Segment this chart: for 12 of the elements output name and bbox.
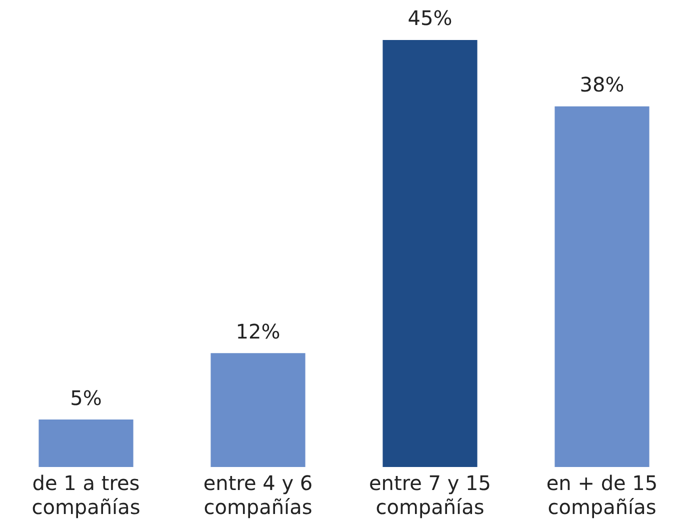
data-label: 38% (580, 72, 624, 97)
bar (38, 420, 134, 467)
data-label: 45% (408, 6, 452, 30)
x-tick-label: de 1 a tres compañías (32, 471, 140, 520)
bar (210, 353, 306, 467)
bar (554, 106, 650, 467)
bar (382, 40, 478, 467)
x-tick-label: entre 4 y 6 compañías (203, 471, 313, 520)
x-tick-label: en + de 15 compañías (546, 471, 658, 520)
x-tick-label: entre 7 y 15 compañías (369, 471, 491, 520)
data-label: 12% (236, 319, 280, 344)
data-label: 5% (70, 386, 102, 410)
